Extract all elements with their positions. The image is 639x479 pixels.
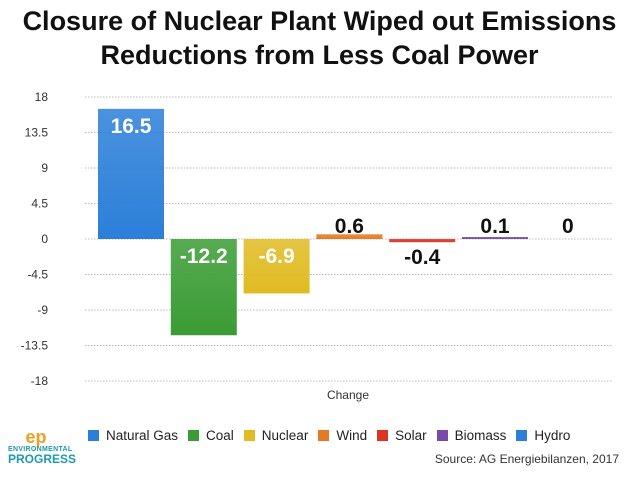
logo-mark: ep (25, 427, 47, 447)
legend-item: Biomass (436, 428, 507, 443)
legend-item: Wind (318, 428, 367, 443)
data-label: 16.5 (111, 115, 152, 138)
bar-natural-gas (98, 108, 164, 239)
legend-label: Nuclear (261, 428, 309, 443)
y-tick-label: 9 (41, 161, 48, 175)
data-label: 0.6 (335, 215, 364, 238)
y-tick-label: -13.5 (21, 339, 49, 353)
legend-item: Hydro (516, 428, 570, 443)
bar-chart: 18 13.5 9 4.5 0 -4.5 -9 -13.5 -18 16.5 -12.2 -6.9 0.… (21, 90, 612, 402)
logo-line-2: PROGRESS (8, 452, 77, 466)
legend-swatch (377, 430, 389, 441)
legend-swatch (516, 430, 528, 441)
data-label: 0 (562, 215, 574, 238)
y-tick-label: 13.5 (25, 126, 49, 140)
source-note: Source: AG Energiebilanzen, 2017 (434, 452, 619, 466)
title-line-1: Closure of Nuclear Plant Wiped out Emiss… (22, 6, 617, 36)
y-tick-label: -18 (31, 374, 49, 388)
y-tick-label: 4.5 (31, 197, 48, 211)
legend-swatch (88, 430, 99, 441)
legend-label: Coal (206, 428, 234, 443)
legend-item: Natural Gas (88, 428, 178, 443)
legend-swatch (318, 430, 330, 441)
legend-label: Solar (395, 428, 427, 443)
legend-swatch (243, 430, 255, 441)
title-line-2: Reductions from Less Coal Power (100, 40, 539, 70)
y-tick-label: -9 (37, 303, 48, 317)
bar-coal (170, 239, 237, 336)
legend-swatch (188, 430, 200, 441)
legend-label: Natural Gas (106, 428, 179, 443)
y-tick-label: 0 (41, 232, 48, 246)
chart-title: Closure of Nuclear Plant Wiped out Emiss… (0, 4, 639, 72)
environmental-progress-logo: ep ENVIRONMENTAL PROGRESS (8, 427, 77, 466)
legend-swatch (436, 430, 448, 441)
legend-label: Hydro (534, 428, 571, 443)
data-label: -12.2 (180, 245, 228, 268)
y-tick-label: -4.5 (27, 268, 48, 282)
logo-line-1: ENVIRONMENTAL (8, 446, 73, 453)
bar-nuclear (243, 239, 310, 294)
legend-item: Solar (377, 428, 427, 443)
bar-solar (389, 239, 456, 243)
data-label: -6.9 (259, 245, 295, 268)
legend-item: Nuclear (243, 428, 309, 443)
data-label: 0.1 (480, 215, 510, 238)
legend-label: Wind (336, 428, 368, 443)
legend-item: Coal (188, 428, 234, 443)
x-axis-label: Change (327, 388, 369, 402)
legend-label: Biomass (454, 428, 507, 443)
bar-wind (316, 234, 383, 239)
bar-biomass (462, 237, 528, 239)
data-label: -0.4 (404, 246, 441, 269)
y-tick-label: 18 (35, 90, 49, 104)
legend: Natural Gas Coal Nuclear Wind Solar Biomass Hy… (88, 428, 580, 443)
